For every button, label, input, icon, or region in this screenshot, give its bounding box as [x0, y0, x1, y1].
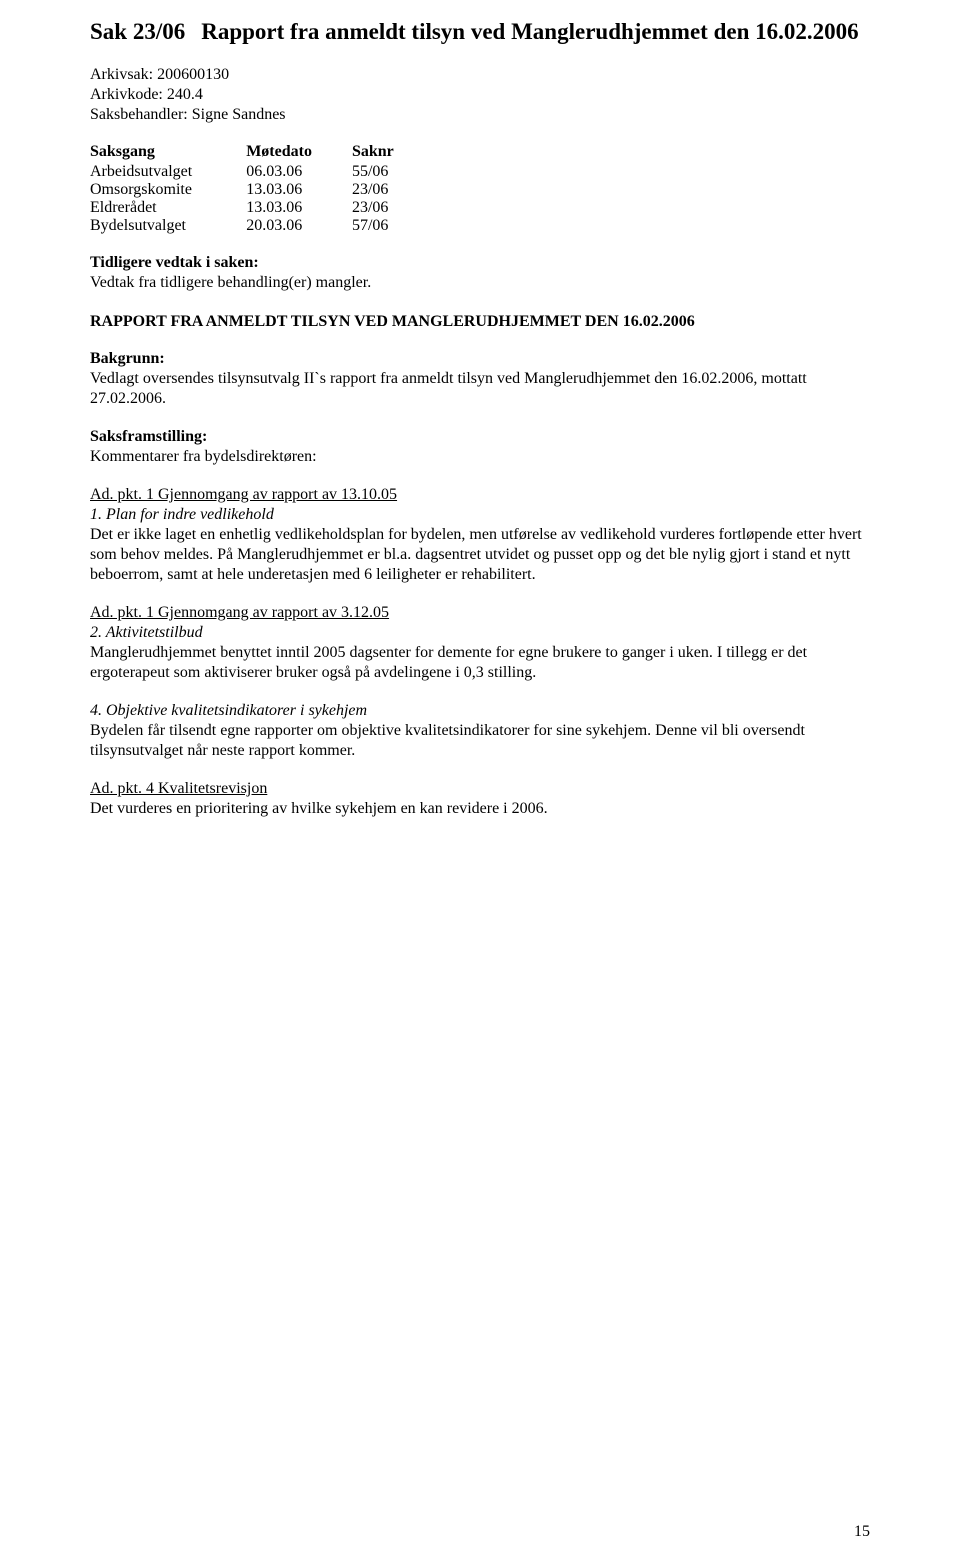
quality-body: Det vurderes en prioritering av hvilke s… [90, 799, 870, 819]
meeting-table: Saksgang Møtedato Saknr Arbeidsutvalget … [90, 143, 418, 235]
body-cell: Bydelsutvalget [90, 217, 216, 235]
prev-decision-text: Vedtak fra tidligere behandling(er) mang… [90, 273, 870, 293]
background-section: Bakgrunn: Vedlagt oversendes tilsynsutva… [90, 349, 870, 409]
date-cell: 20.03.06 [216, 217, 352, 235]
body-cell: Arbeidsutvalget [90, 163, 216, 181]
point-1-section: Ad. pkt. 1 Gjennomgang av rapport av 13.… [90, 485, 870, 585]
table-header-row: Saksgang Møtedato Saknr [90, 143, 418, 163]
arkivkode-value: 240.4 [167, 86, 203, 103]
saksbehandler-label: Saksbehandler: [90, 106, 188, 123]
report-heading: RAPPORT FRA ANMELDT TILSYN VED MANGLERUD… [90, 313, 870, 331]
date-cell: 06.03.06 [216, 163, 352, 181]
point-1-subtitle: 1. Plan for indre vedlikehold [90, 505, 870, 525]
point-4-body: Bydelen får tilsendt egne rapporter om o… [90, 721, 870, 761]
table-row: Arbeidsutvalget 06.03.06 55/06 [90, 163, 418, 181]
saknr-cell: 55/06 [352, 163, 418, 181]
date-cell: 13.03.06 [216, 199, 352, 217]
presentation-section: Saksframstilling: Kommentarer fra bydels… [90, 427, 870, 467]
body-cell: Eldrerådet [90, 199, 216, 217]
table-row: Bydelsutvalget 20.03.06 57/06 [90, 217, 418, 235]
presentation-subheader: Kommentarer fra bydelsdirektøren: [90, 447, 870, 467]
background-header: Bakgrunn: [90, 349, 870, 369]
table-row: Eldrerådet 13.03.06 23/06 [90, 199, 418, 217]
case-number: Sak 23/06 [90, 18, 201, 47]
body-cell: Omsorgskomite [90, 181, 216, 199]
saknr-cell: 23/06 [352, 181, 418, 199]
table-row: Omsorgskomite 13.03.06 23/06 [90, 181, 418, 199]
col-body-header: Saksgang [90, 143, 216, 163]
point-2-section: Ad. pkt. 1 Gjennomgang av rapport av 3.1… [90, 603, 870, 683]
presentation-header: Saksframstilling: [90, 427, 870, 447]
document-page: Sak 23/06 Rapport fra anmeldt tilsyn ved… [0, 0, 960, 1565]
arkivsak-row: Arkivsak: 200600130 [90, 65, 870, 85]
prev-decision-header: Tidligere vedtak i saken: [90, 253, 870, 273]
case-title-text: Rapport fra anmeldt tilsyn ved Manglerud… [201, 18, 870, 47]
point-2-subtitle: 2. Aktivitetstilbud [90, 623, 870, 643]
point-4-section: 4. Objektive kvalitetsindikatorer i syke… [90, 701, 870, 761]
point-1-body: Det er ikke laget en enhetlig vedlikehol… [90, 525, 870, 585]
background-text: Vedlagt oversendes tilsynsutvalg II`s ra… [90, 369, 870, 409]
saksbehandler-row: Saksbehandler: Signe Sandnes [90, 105, 870, 125]
saknr-cell: 57/06 [352, 217, 418, 235]
point-2-body: Manglerudhjemmet benyttet inntil 2005 da… [90, 643, 870, 683]
point-1-ref: Ad. pkt. 1 Gjennomgang av rapport av 13.… [90, 485, 870, 505]
previous-decision: Tidligere vedtak i saken: Vedtak fra tid… [90, 253, 870, 293]
arkivsak-label: Arkivsak: [90, 66, 153, 83]
page-number: 15 [854, 1523, 870, 1541]
case-metadata: Arkivsak: 200600130 Arkivkode: 240.4 Sak… [90, 65, 870, 125]
col-saknr-header: Saknr [352, 143, 418, 163]
point-4-subtitle: 4. Objektive kvalitetsindikatorer i syke… [90, 701, 870, 721]
point-2-ref: Ad. pkt. 1 Gjennomgang av rapport av 3.1… [90, 603, 870, 623]
quality-revision-section: Ad. pkt. 4 Kvalitetsrevisjon Det vurdere… [90, 779, 870, 819]
arkivkode-label: Arkivkode: [90, 86, 163, 103]
saknr-cell: 23/06 [352, 199, 418, 217]
col-date-header: Møtedato [216, 143, 352, 163]
saksbehandler-value: Signe Sandnes [192, 106, 286, 123]
quality-ref: Ad. pkt. 4 Kvalitetsrevisjon [90, 779, 870, 799]
date-cell: 13.03.06 [216, 181, 352, 199]
arkivsak-value: 200600130 [157, 66, 229, 83]
arkivkode-row: Arkivkode: 240.4 [90, 85, 870, 105]
case-title: Sak 23/06 Rapport fra anmeldt tilsyn ved… [90, 18, 870, 47]
